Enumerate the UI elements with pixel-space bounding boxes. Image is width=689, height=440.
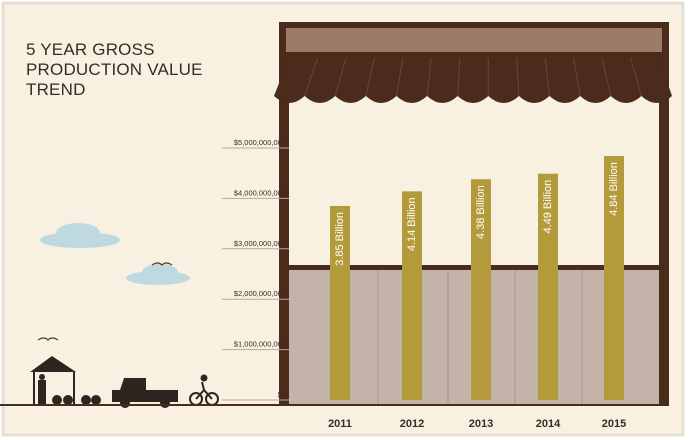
chart-title: 5 YEAR GROSS PRODUCTION VALUE TREND bbox=[26, 40, 203, 99]
stall-post bbox=[279, 22, 289, 405]
x-tick-label: 2015 bbox=[602, 418, 626, 430]
bar bbox=[604, 156, 624, 400]
awning-seam bbox=[334, 57, 347, 97]
awning-seam bbox=[601, 57, 612, 97]
awning-seam bbox=[395, 57, 404, 97]
stall-post bbox=[659, 22, 669, 405]
awning bbox=[274, 58, 672, 103]
x-tick-label: 2014 bbox=[536, 418, 561, 430]
y-tick-label: $2,000,000,000 bbox=[234, 289, 286, 298]
value-label: 4.84 Billion bbox=[608, 162, 620, 216]
y-tick-label: $1,000,000,000 bbox=[234, 340, 286, 349]
awning-seam bbox=[544, 57, 551, 97]
y-tick-label: $3,000,000,000 bbox=[234, 239, 286, 248]
awning-seam bbox=[457, 57, 461, 97]
stall-sign bbox=[286, 28, 662, 52]
awning-seam bbox=[365, 57, 375, 97]
awning-seam bbox=[573, 57, 581, 97]
bar bbox=[402, 191, 422, 400]
value-label: 4.14 Billion bbox=[406, 197, 418, 251]
value-label: 4.38 Billion bbox=[475, 185, 487, 239]
y-tick-label: $5,000,000,000 bbox=[234, 138, 286, 147]
bar bbox=[330, 205, 350, 400]
awning-seam bbox=[630, 57, 642, 97]
y-tick-label: $0 bbox=[278, 390, 286, 399]
bar bbox=[538, 173, 558, 400]
x-tick-label: 2012 bbox=[400, 418, 424, 430]
x-tick-label: 2013 bbox=[469, 418, 493, 430]
x-tick-label: 2011 bbox=[328, 418, 352, 430]
stall-dividers bbox=[377, 270, 583, 405]
awning-seam bbox=[304, 57, 318, 97]
value-label: 4.49 Billion bbox=[542, 180, 554, 234]
y-tick-label: $4,000,000,000 bbox=[234, 188, 286, 197]
market-tent bbox=[30, 356, 101, 405]
truck bbox=[112, 378, 178, 408]
awning-seam bbox=[516, 57, 520, 97]
value-label: 3.85 Billion bbox=[334, 212, 346, 266]
awning-seam bbox=[426, 57, 432, 97]
birds bbox=[37, 262, 173, 341]
bar bbox=[471, 179, 491, 400]
clouds bbox=[40, 223, 190, 285]
